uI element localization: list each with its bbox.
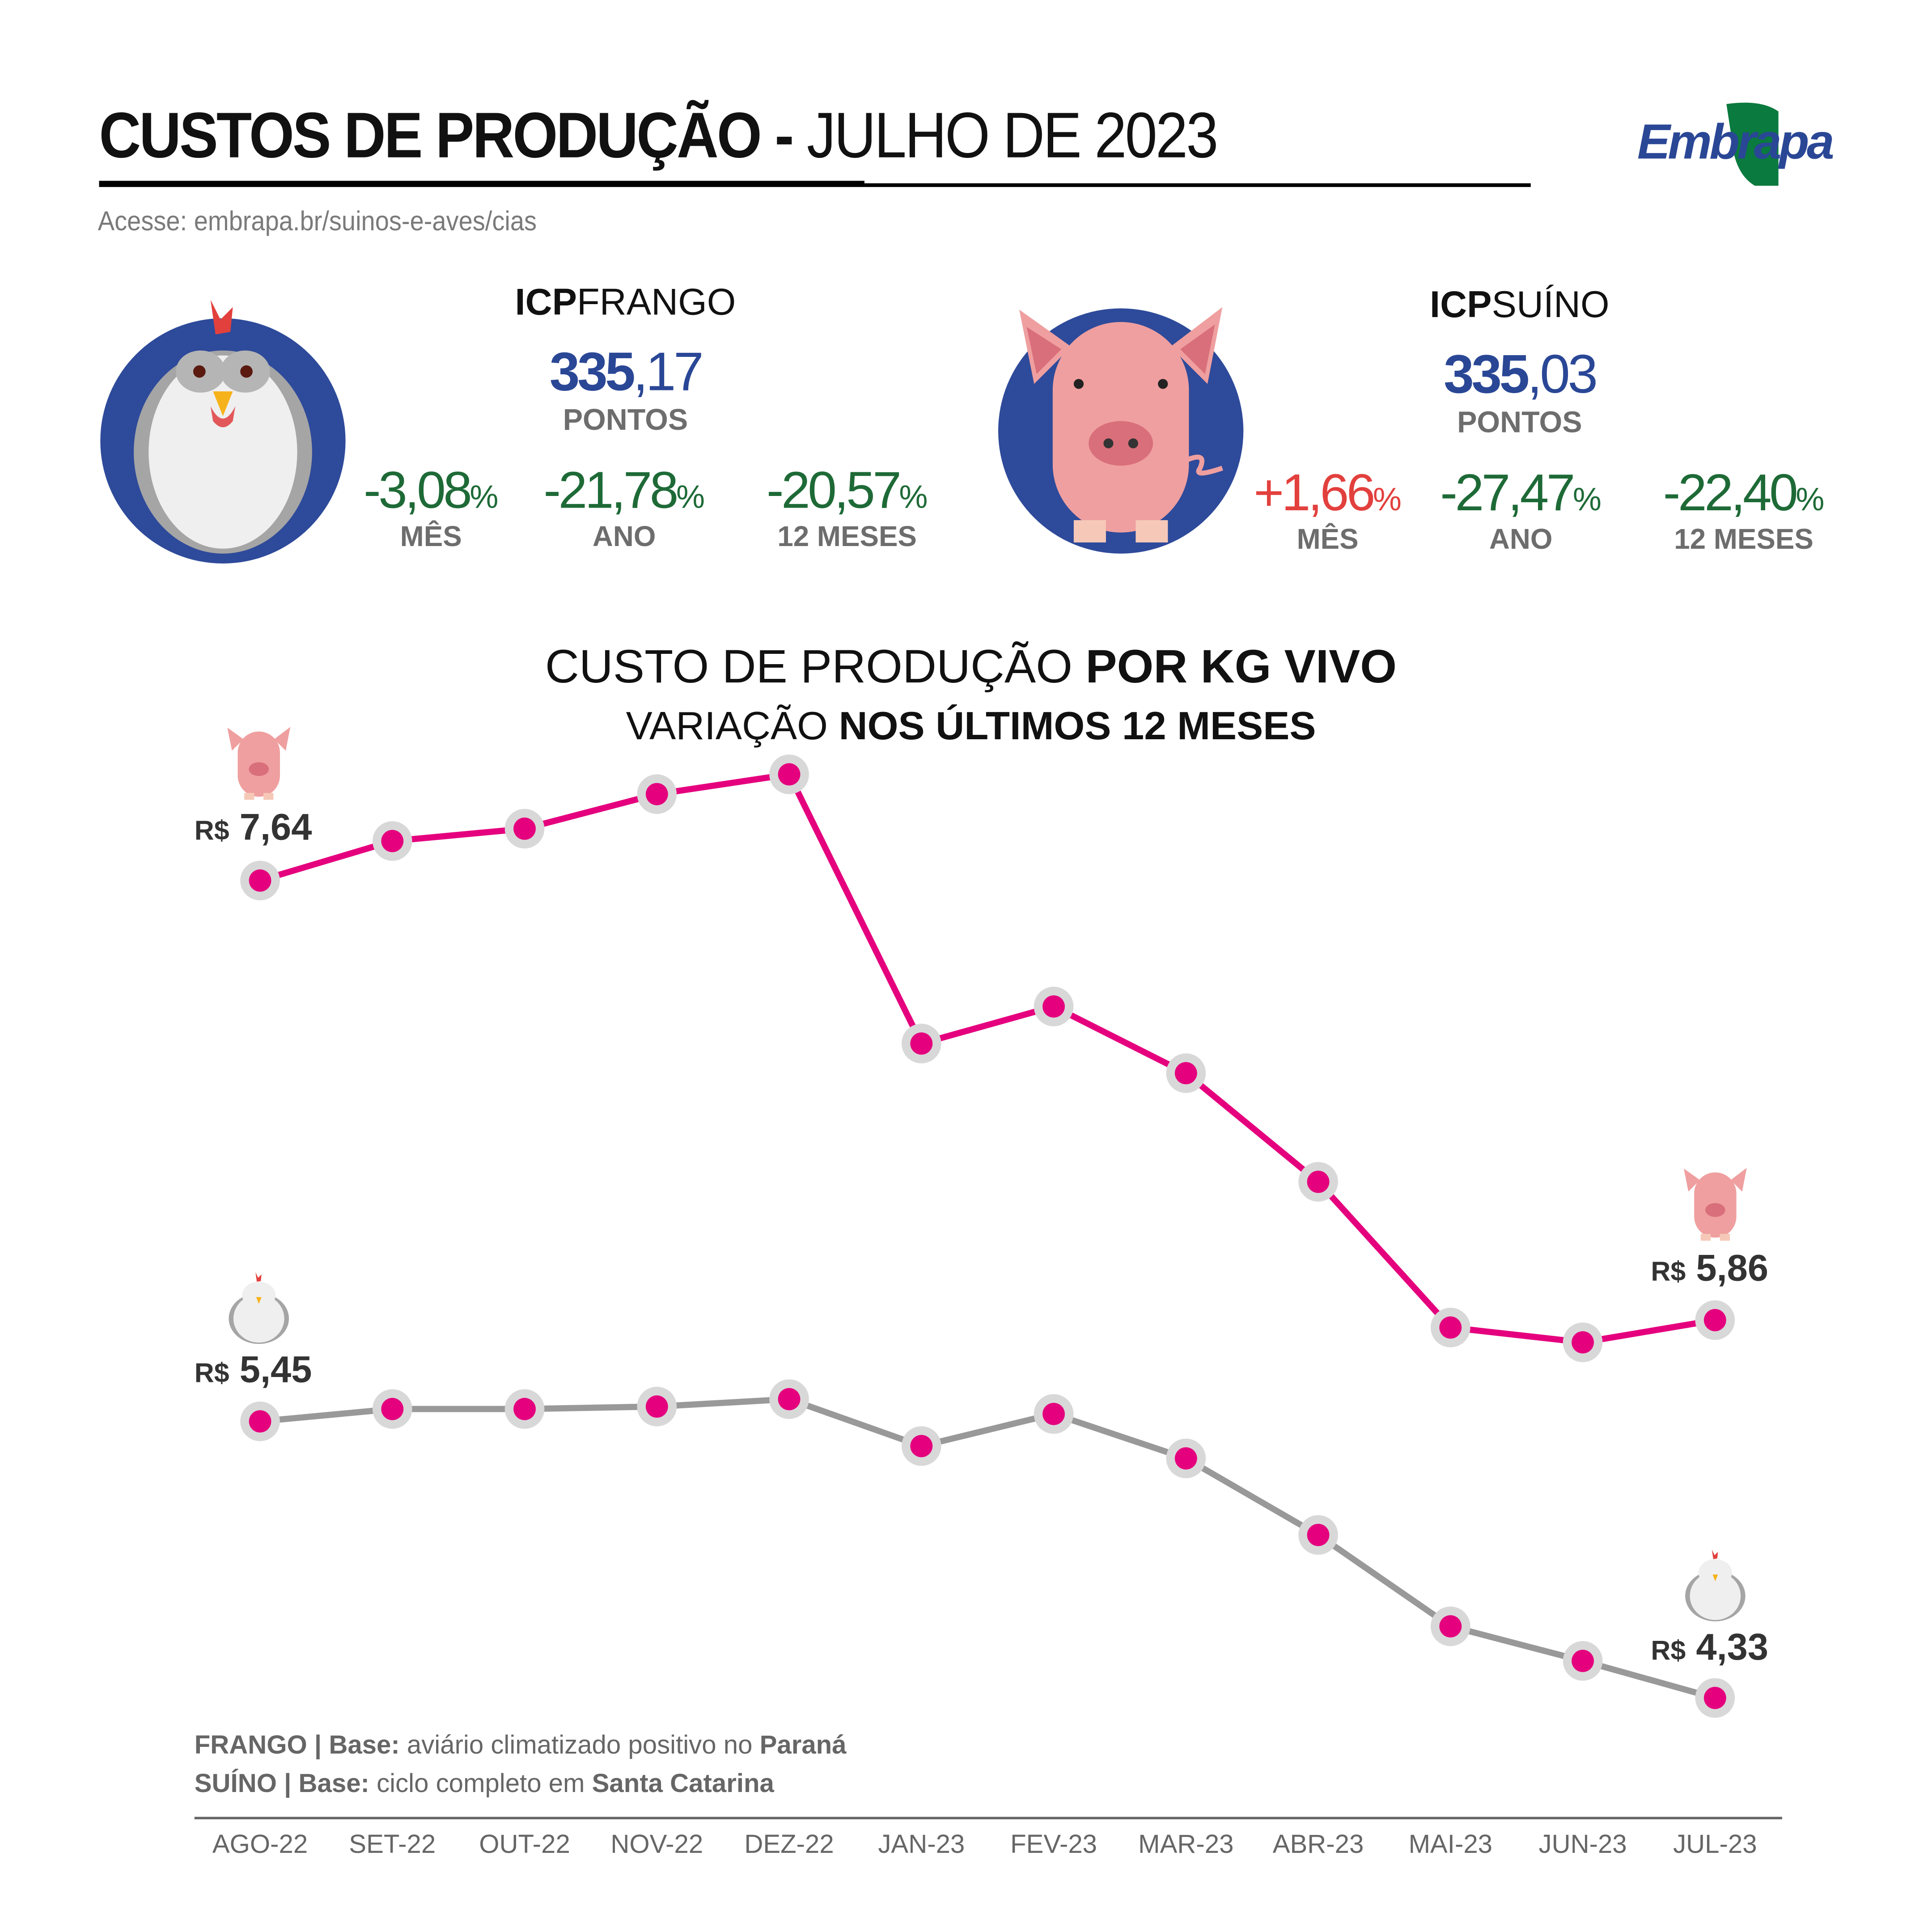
x-tick-label: DEZ-22 (744, 1830, 834, 1859)
suino-data-point (1431, 1308, 1470, 1347)
x-tick-label: MAR-23 (1138, 1830, 1234, 1859)
x-tick-label: JAN-23 (878, 1830, 965, 1859)
frango-data-point (637, 1386, 677, 1427)
suino-label-month: MÊS (1296, 522, 1359, 555)
suino-data-point (1695, 1300, 1735, 1340)
suino-start-label: R$ 7,64 (194, 807, 312, 848)
suino-change-12m: -22,40% (1663, 463, 1825, 521)
note-frango: FRANGO | Base: aviário climatizado posit… (194, 1731, 847, 1760)
chicken-mini-icon (229, 1272, 289, 1344)
frango-data-point (240, 1401, 280, 1441)
suino-end-label: R$ 5,86 (1651, 1248, 1769, 1289)
frango-label-month: MÊS (400, 520, 462, 553)
x-tick-label: NOV-22 (610, 1830, 703, 1859)
source-url[interactable]: Acesse: embrapa.br/suinos-e-aves/cias (97, 205, 537, 237)
suino-change-month: +1,66% (1254, 463, 1402, 521)
title-date: JULHO DE 2023 (806, 100, 1218, 172)
frango-data-point (1563, 1641, 1603, 1681)
frango-data-point (1298, 1515, 1338, 1555)
icp-suino-title: ICPSUÍNO (1430, 284, 1610, 326)
x-tick-label: JUN-23 (1538, 1830, 1627, 1859)
page-title: CUSTOS DE PRODUÇÃO - JULHO DE 2023 (99, 99, 1219, 174)
suino-data-point (769, 754, 809, 794)
pig-mini-icon-end (1683, 1168, 1747, 1241)
frango-end-label: R$ 4,33 (1651, 1627, 1769, 1669)
frango-data-point (504, 1389, 545, 1429)
frango-data-point (1695, 1678, 1735, 1718)
frango-data-point (1431, 1606, 1470, 1646)
frango-label-12m: 12 MESES (777, 520, 917, 553)
x-tick-label: ABR-23 (1272, 1830, 1364, 1859)
x-tick-label: JUL-23 (1673, 1830, 1757, 1859)
frango-data-point (372, 1389, 412, 1429)
suino-label-year: ANO (1489, 522, 1553, 555)
frango-change-month: -3,08% (363, 461, 499, 519)
icp-suino-unit: PONTOS (1457, 406, 1582, 440)
frango-series-line (259, 1396, 1716, 1701)
suino-data-point (504, 809, 545, 849)
suino-data-point (637, 774, 677, 814)
suino-change-year: -27,47% (1440, 463, 1602, 521)
title-bold: CUSTOS DE PRODUÇÃO - (99, 100, 794, 172)
chart-subtitle: VARIAÇÃO NOS ÚLTIMOS 12 MESES (626, 703, 1316, 748)
title-rule-thin (864, 183, 1531, 187)
icp-frango-unit: PONTOS (563, 403, 688, 437)
frango-label-year: ANO (592, 520, 656, 553)
chart-title: CUSTO DE PRODUÇÃO POR KG VIVO (545, 641, 1397, 694)
suino-label-12m: 12 MESES (1674, 522, 1813, 555)
suino-data-point (1563, 1322, 1603, 1362)
icp-frango-value: 335,17 (549, 342, 704, 402)
frango-data-point (769, 1379, 809, 1419)
suino-data-point (372, 821, 412, 861)
icp-suino-value: 335,03 (1444, 344, 1598, 405)
x-tick-label: SET-22 (349, 1830, 436, 1859)
suino-data-point (901, 1024, 941, 1063)
suino-data-point (1034, 987, 1074, 1026)
frango-change-year: -21,78% (543, 461, 705, 519)
svg-text:Embrapa: Embrapa (1637, 114, 1833, 169)
frango-change-12m: -20,57% (766, 461, 928, 519)
suino-data-point (240, 860, 280, 901)
x-tick-label: MAI-23 (1408, 1830, 1493, 1859)
frango-data-point (901, 1426, 941, 1466)
title-rule (99, 181, 864, 187)
chicken-icon (100, 300, 346, 564)
frango-data-point (1166, 1438, 1206, 1479)
frango-data-point (1034, 1394, 1074, 1434)
x-tick-label: AGO-22 (212, 1830, 308, 1859)
pig-mini-icon (227, 727, 291, 800)
frango-start-label: R$ 5,45 (194, 1350, 312, 1391)
embrapa-logo: Embrapa (1637, 102, 1836, 186)
icp-frango-title: ICPFRANGO (515, 282, 736, 323)
x-axis-line (194, 1817, 1782, 1819)
chicken-mini-icon-end (1685, 1550, 1746, 1622)
suino-series-line (259, 771, 1716, 1346)
x-tick-label: OUT-22 (479, 1830, 570, 1859)
suino-data-point (1166, 1053, 1206, 1093)
note-suino: SUÍNO | Base: ciclo completo em Santa Ca… (194, 1770, 774, 1798)
x-tick-label: FEV-23 (1010, 1830, 1097, 1859)
suino-data-point (1298, 1162, 1338, 1202)
pig-icon (998, 307, 1244, 554)
